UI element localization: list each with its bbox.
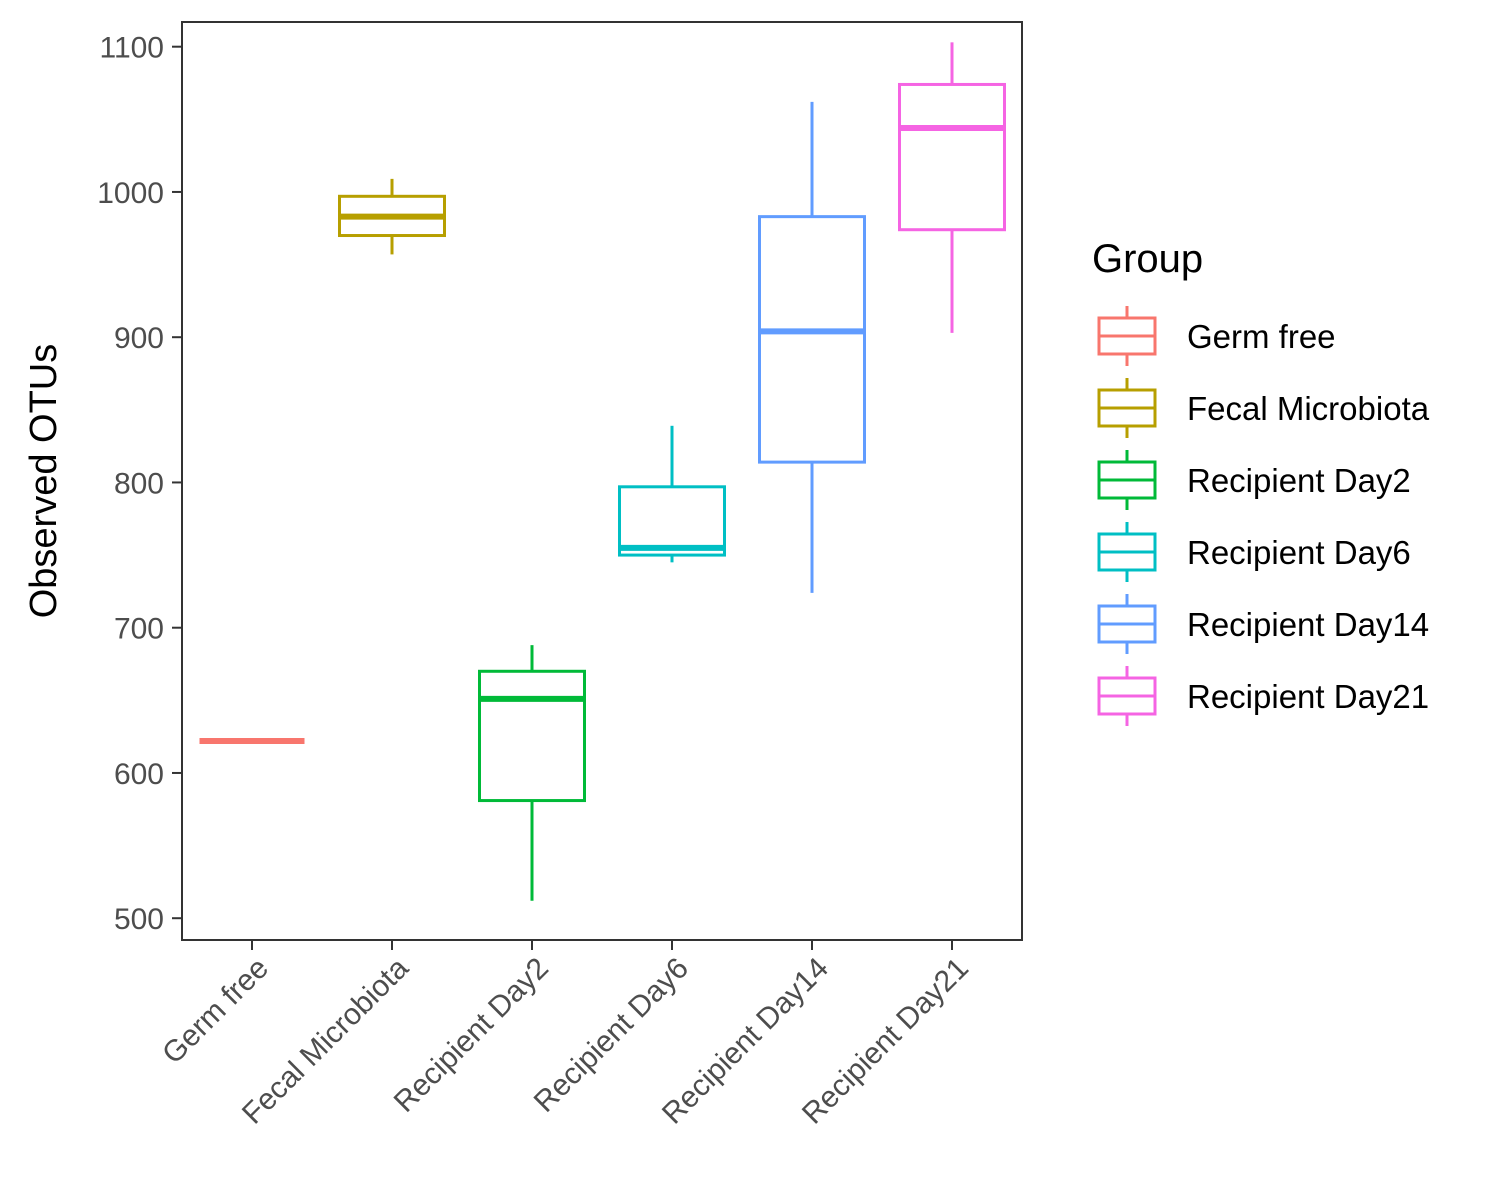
- y-tick-label: 900: [114, 322, 164, 355]
- box-recipient-day21: [898, 42, 1006, 333]
- legend-item: Recipient Day14: [1097, 594, 1429, 654]
- y-tick-label: 800: [114, 467, 164, 500]
- legend-item: Recipient Day2: [1097, 450, 1411, 510]
- box: [618, 485, 726, 557]
- legend-label: Recipient Day6: [1187, 534, 1411, 571]
- plot-panel: [181, 21, 1023, 941]
- box: [898, 82, 1006, 232]
- legend-label: Recipient Day21: [1187, 678, 1429, 715]
- legend-item: Fecal Microbiota: [1097, 378, 1430, 438]
- box-recipient-day14: [758, 101, 866, 593]
- y-tick-label: 700: [114, 613, 164, 646]
- y-tick-label: 600: [114, 758, 164, 791]
- box: [758, 215, 866, 464]
- legend-label: Fecal Microbiota: [1187, 390, 1430, 427]
- legend-item: Recipient Day21: [1097, 666, 1429, 726]
- box-recipient-day6: [618, 425, 726, 563]
- legend-label: Germ free: [1187, 318, 1336, 355]
- box: [478, 669, 586, 803]
- legend-label: Recipient Day2: [1187, 462, 1411, 499]
- y-tick-label: 1100: [99, 32, 164, 65]
- legend-title: Group: [1092, 237, 1203, 281]
- legend-item: Recipient Day6: [1097, 522, 1411, 582]
- box-fecal-microbiota: [338, 178, 446, 255]
- legend-label: Recipient Day14: [1187, 606, 1429, 643]
- y-tick-label: 500: [114, 903, 164, 936]
- x-tick-label: Germ free: [156, 952, 275, 1071]
- box-recipient-day2: [478, 645, 586, 901]
- y-axis-label: Observed OTUs: [23, 344, 65, 619]
- y-tick-label: 1000: [97, 177, 164, 210]
- legend-item: Germ free: [1097, 306, 1336, 366]
